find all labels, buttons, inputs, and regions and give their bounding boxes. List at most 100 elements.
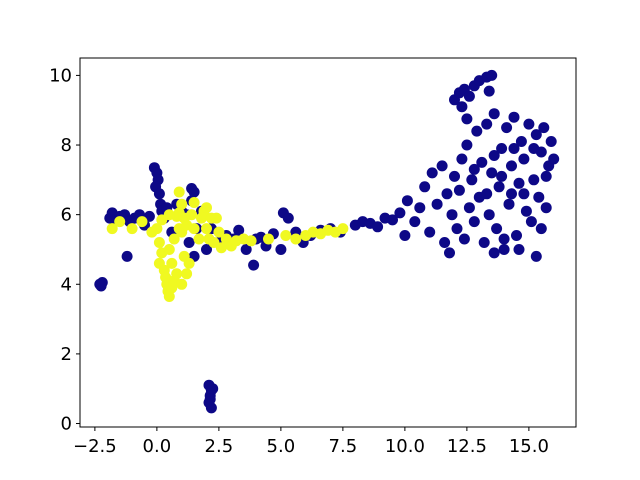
scatter-point-s0-79 [441, 188, 453, 200]
scatter-point-s0-85 [456, 153, 468, 165]
x-tick-label: 7.5 [329, 436, 358, 457]
scatter-point-s0-139 [481, 188, 493, 200]
x-tick-label: 15.0 [509, 436, 549, 457]
scatter-point-s1-1 [114, 216, 126, 228]
plot-frame [79, 57, 577, 428]
scatter-point-s0-144 [488, 150, 500, 161]
scatter-point-s0-117 [508, 111, 520, 123]
scatter-point-s0-138 [488, 247, 500, 259]
y-axis-ticks: 0 2 4 6 8 10 [49, 65, 80, 435]
scatter-point-s0-76 [431, 198, 443, 210]
y-tick-label: 0 [61, 414, 72, 435]
scatter-point-s0-69 [399, 230, 411, 241]
scatter-point-s0-136 [513, 244, 525, 255]
scatter-point-s0-75 [426, 167, 438, 179]
scatter-point-s0-121 [518, 153, 530, 165]
scatter-point-s0-34 [201, 244, 212, 255]
scatter-point-s1-35 [193, 233, 205, 245]
scatter-point-s0-40 [240, 244, 252, 255]
scatter-point-s0-113 [498, 244, 510, 255]
scatter-point-s0-125 [528, 174, 540, 186]
scatter-point-s0-91 [471, 125, 483, 137]
scatter-point-s1-59 [188, 197, 200, 208]
scatter-point-s0-115 [503, 198, 515, 210]
scatter-point-s1-58 [173, 186, 185, 198]
scatter-point-s0-68 [394, 207, 406, 219]
y-tick-label: 8 [61, 135, 72, 156]
scatter-point-s0-41 [248, 259, 260, 271]
scatter-point-s1-5 [151, 223, 163, 235]
scatter-point-s1-42 [213, 226, 225, 238]
scatter-point-s0-89 [466, 174, 478, 186]
scatter-point-s0-27 [183, 237, 195, 248]
scatter-point-s0-104 [476, 156, 488, 168]
scatter-point-s1-24 [181, 268, 193, 280]
scatter-point-s0-31 [188, 186, 200, 198]
scatter-point-s0-102 [456, 101, 468, 113]
scatter-point-s0-82 [449, 170, 460, 182]
scatter-point-s0-90 [468, 216, 480, 228]
scatter-point-s0-142 [518, 188, 530, 200]
scatter-point-s0-122 [520, 205, 532, 217]
scatter-point-s0-80 [444, 247, 455, 259]
scatter-point-s0-124 [525, 216, 537, 228]
scatter-point-s0-111 [493, 181, 505, 193]
scatter-point-s1-61 [210, 212, 222, 224]
scatter-point-s0-123 [523, 118, 535, 130]
x-tick-label: 0.0 [143, 436, 172, 457]
scatter-point-s0-130 [540, 202, 552, 214]
scatter-point-s0-107 [483, 209, 495, 221]
scatter-point-s0-48 [282, 212, 294, 224]
scatter-point-s0-71 [409, 216, 421, 228]
scatter-point-s1-34 [188, 223, 200, 235]
scatter-point-s0-114 [501, 122, 513, 134]
scatter-point-s0-145 [508, 143, 520, 154]
scatter-point-s1-28 [176, 198, 188, 210]
y-tick-label: 4 [61, 274, 72, 295]
scatter-point-s0-65 [372, 221, 384, 233]
scatter-point-s1-33 [186, 209, 198, 221]
scatter-point-s1-30 [156, 214, 168, 226]
scatter-point-s0-74 [424, 226, 436, 238]
scatter-point-s0-143 [468, 163, 480, 175]
scatter-point-s0-61 [207, 383, 219, 395]
scatter-point-s0-119 [513, 177, 525, 189]
scatter-point-s0-81 [446, 209, 458, 221]
x-tick-label: 2.5 [205, 436, 234, 457]
scatter-point-s0-127 [533, 191, 545, 203]
scatter-point-s1-6 [153, 237, 165, 248]
scatter-point-s1-48 [245, 235, 257, 247]
scatter-point-s0-86 [458, 233, 470, 245]
scatter-point-s0-109 [488, 108, 500, 120]
scatter-point-s1-57 [337, 223, 349, 235]
scatter-point-s0-59 [205, 402, 217, 414]
scatter-point-s0-141 [506, 188, 517, 200]
scatter-point-s0-112 [496, 143, 508, 154]
scatter-point-s0-87 [461, 139, 473, 151]
scatter-point-s1-43 [215, 242, 227, 254]
scatter-point-s0-60 [204, 393, 216, 405]
scatter-point-s1-26 [176, 278, 188, 290]
scatter-point-s1-19 [168, 233, 180, 245]
scatter-point-s1-2 [126, 223, 138, 235]
scatter-point-s1-0 [106, 223, 118, 235]
scatter-point-s1-38 [201, 223, 212, 235]
scatter-point-s0-100 [483, 85, 495, 97]
scatter-point-s0-135 [530, 250, 542, 262]
scatter-point-s0-18 [153, 188, 165, 200]
x-tick-label: 10.0 [385, 436, 425, 457]
scatter-point-s1-51 [290, 233, 302, 245]
scatter-point-s0-70 [401, 195, 413, 207]
scatter-point-s0-77 [436, 160, 448, 172]
scatter-point-s0-67 [387, 214, 398, 226]
scatter-point-s0-39 [233, 224, 245, 236]
scatter-point-s1-13 [163, 291, 175, 302]
scatter-point-s0-2 [95, 280, 107, 292]
scatter-points [94, 69, 560, 414]
y-tick-label: 6 [61, 205, 72, 226]
y-tick-label: 10 [49, 65, 72, 86]
scatter-point-s0-137 [498, 233, 510, 245]
scatter-point-s0-108 [486, 167, 498, 179]
scatter-point-s0-146 [528, 143, 540, 154]
